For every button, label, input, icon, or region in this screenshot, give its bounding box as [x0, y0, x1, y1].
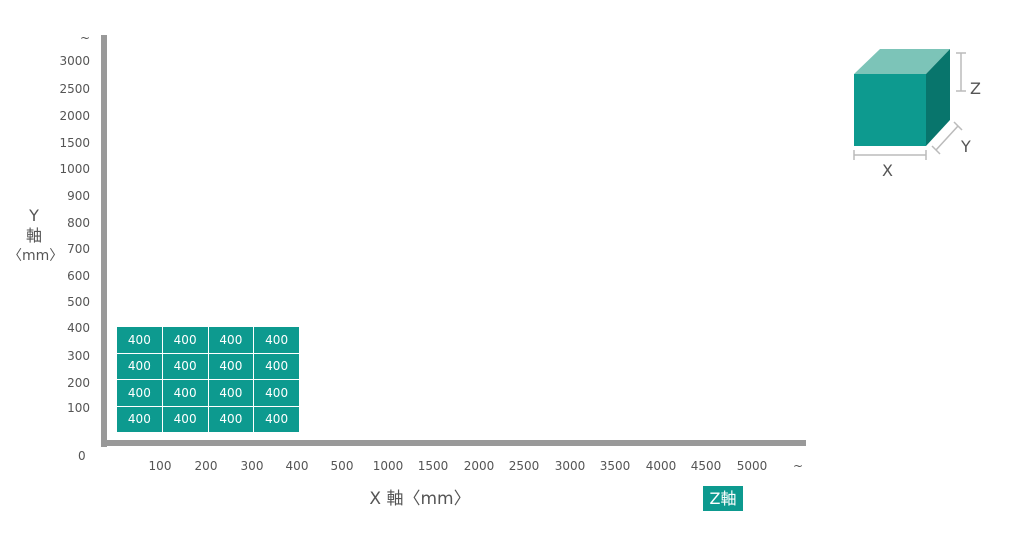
y-tick: 1500	[59, 136, 90, 150]
x-tick: 2500	[508, 459, 540, 473]
grid-cell: 400	[162, 327, 208, 353]
y-tick: 2000	[59, 109, 90, 123]
grid-cell: 400	[208, 327, 254, 353]
grid-cell: 400	[162, 406, 208, 432]
y-dimension-cap	[953, 121, 963, 131]
y-tick: 800	[67, 216, 90, 230]
x-tick: ~	[792, 459, 804, 473]
grid-cell: 400	[208, 353, 254, 379]
x-tick: 4000	[645, 459, 677, 473]
x-tick: 100	[148, 459, 172, 473]
y-tick: 500	[67, 295, 90, 309]
y-axis-label-unit: 〈mm〉	[8, 248, 64, 264]
y-tick: 1000	[59, 162, 90, 176]
x-tick: 3500	[599, 459, 631, 473]
x-axis-line	[101, 440, 806, 446]
grid-cell: 400	[162, 380, 208, 406]
cube-top-face	[854, 49, 950, 74]
grid-cell: 400	[117, 353, 162, 379]
y-tick: 100	[67, 401, 90, 415]
cube-label-y: Y	[960, 137, 971, 156]
y-tick: 3000	[59, 54, 90, 68]
y-tick: 2500	[59, 82, 90, 96]
y-tick: 700	[67, 242, 90, 256]
y-axis-label-line: Y	[29, 206, 39, 225]
y-tick: 400	[67, 321, 90, 335]
y-tick: 300	[67, 349, 90, 363]
cube-label-z: Z	[970, 79, 981, 98]
cube-front-face	[854, 74, 926, 146]
cube-side-face	[926, 49, 950, 146]
y-tick: 200	[67, 376, 90, 390]
x-tick: 300	[240, 459, 264, 473]
x-tick: 200	[194, 459, 218, 473]
y-dimension-cap	[931, 145, 941, 155]
grid-cell: 400	[254, 406, 299, 432]
grid-cell: 400	[208, 406, 254, 432]
y-tick: 600	[67, 269, 90, 283]
grid-cell: 400	[117, 380, 162, 406]
grid-cell: 400	[254, 353, 299, 379]
x-tick: 3000	[554, 459, 586, 473]
cube-label-x: X	[882, 161, 893, 180]
block-grid: 400 400 400 400 400 400 400 400 400 400 …	[117, 327, 299, 432]
y-dimension-line	[935, 125, 959, 151]
x-tick: 5000	[736, 459, 768, 473]
x-tick: 500	[330, 459, 354, 473]
grid-cell: 400	[254, 380, 299, 406]
z-axis-badge: Z軸	[703, 486, 743, 511]
grid-cell: 400	[208, 380, 254, 406]
y-axis-label-line: 軸	[25, 226, 42, 245]
grid-cell: 400	[162, 353, 208, 379]
x-axis-label: X 軸〈mm〉	[369, 489, 471, 509]
x-tick: 1000	[372, 459, 404, 473]
grid-cell: 400	[117, 327, 162, 353]
y-tick: 900	[67, 189, 90, 203]
y-tick: ~	[79, 31, 90, 45]
y-axis-label: Y 軸 〈mm〉	[8, 206, 64, 266]
y-axis-line	[101, 35, 107, 447]
x-tick: 1500	[417, 459, 449, 473]
x-tick: 2000	[463, 459, 495, 473]
grid-cell: 400	[117, 406, 162, 432]
cube-diagram: Z Y X	[853, 49, 981, 180]
x-tick: 4500	[690, 459, 722, 473]
x-tick: 400	[285, 459, 309, 473]
origin-label: 0	[78, 449, 86, 463]
grid-cell: 400	[254, 327, 299, 353]
